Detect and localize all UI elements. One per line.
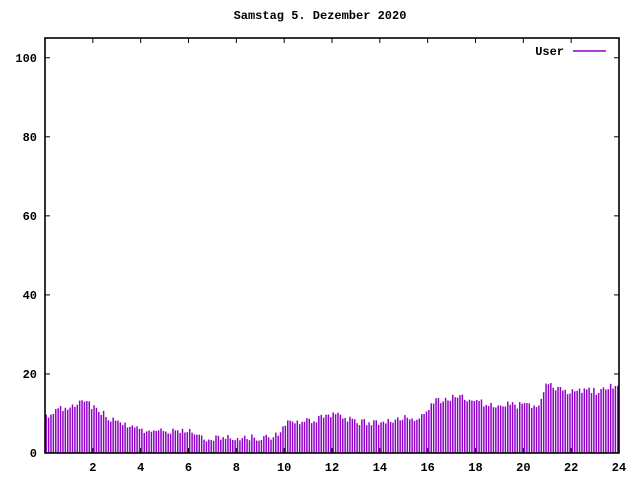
svg-text:10: 10: [277, 461, 291, 475]
svg-text:18: 18: [468, 461, 482, 475]
svg-text:16: 16: [420, 461, 434, 475]
svg-text:24: 24: [612, 461, 626, 475]
svg-text:6: 6: [185, 461, 192, 475]
svg-text:22: 22: [564, 461, 578, 475]
svg-text:0: 0: [30, 447, 37, 461]
svg-text:14: 14: [373, 461, 387, 475]
svg-text:80: 80: [23, 131, 37, 145]
svg-text:8: 8: [233, 461, 240, 475]
svg-text:User: User: [535, 45, 564, 59]
svg-text:100: 100: [15, 52, 37, 66]
svg-text:20: 20: [23, 368, 37, 382]
svg-text:4: 4: [137, 461, 144, 475]
svg-text:Samstag 5. Dezember 2020: Samstag 5. Dezember 2020: [234, 9, 407, 23]
svg-text:20: 20: [516, 461, 530, 475]
svg-text:40: 40: [23, 289, 37, 303]
svg-text:60: 60: [23, 210, 37, 224]
svg-text:12: 12: [325, 461, 339, 475]
svg-text:2: 2: [89, 461, 96, 475]
